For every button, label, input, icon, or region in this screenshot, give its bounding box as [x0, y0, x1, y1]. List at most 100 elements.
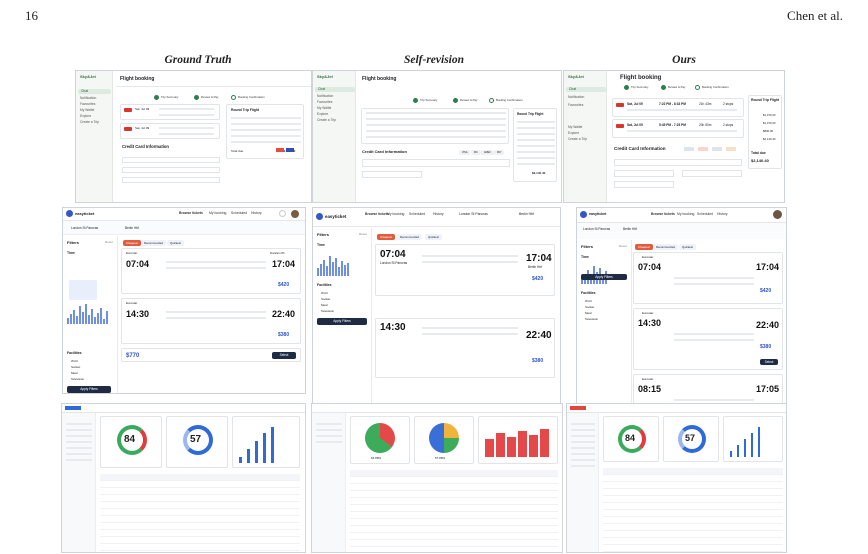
to-station[interactable]: Berlin Hbf — [125, 226, 139, 230]
select-button[interactable]: Select — [760, 359, 778, 365]
nav-scheduled[interactable]: Scheduled — [231, 211, 248, 215]
facility-wifi[interactable]: Wi-Fi — [585, 299, 592, 303]
sidebar-item-favourites[interactable]: Favourites — [80, 102, 96, 106]
nav-booking[interactable]: My booking — [677, 212, 695, 216]
card-brand-icon[interactable] — [698, 147, 708, 151]
nav-booking[interactable]: My booking — [209, 211, 227, 215]
nav-scheduled[interactable]: Scheduled — [697, 212, 714, 216]
card-cvv-field[interactable] — [614, 181, 674, 188]
facility-socket[interactable]: Socket — [321, 297, 331, 301]
card-expiry-field[interactable] — [682, 170, 742, 177]
sidebar-item-create-trip[interactable]: Create a Trip — [568, 137, 588, 141]
tab-quickest[interactable]: Quickest — [167, 240, 184, 246]
sidebar-item-wallet[interactable]: My Wallet — [317, 106, 332, 110]
step-label: Review & Pay — [201, 95, 219, 99]
card-brand-mc[interactable]: MC — [471, 150, 481, 155]
nav-history[interactable]: History — [433, 212, 444, 216]
card-name-field[interactable] — [362, 171, 422, 178]
flight-rows[interactable] — [361, 108, 509, 144]
avatar[interactable] — [291, 210, 299, 218]
sidebar-item-chat[interactable]: Chat — [315, 87, 355, 93]
card-number-field[interactable] — [614, 159, 742, 166]
facility-meal[interactable]: Meal — [71, 371, 78, 375]
facility-meal[interactable]: Meal — [585, 311, 592, 315]
sidebar-item-notification[interactable]: Notification — [80, 96, 97, 100]
card-expiry-field[interactable] — [122, 177, 220, 183]
tab-recommended[interactable]: Recommended — [653, 244, 678, 250]
reset-link[interactable]: Reset — [619, 244, 627, 248]
card-brand-visa[interactable]: VISA — [459, 150, 471, 155]
facility-wifi[interactable]: Wi-Fi — [71, 359, 78, 363]
card-name-field[interactable] — [122, 167, 220, 173]
to-station[interactable]: Berlin Hbf — [623, 227, 637, 231]
from-station[interactable]: London St Pancras — [583, 227, 611, 231]
nav-history[interactable]: History — [717, 212, 728, 216]
card-number-field[interactable] — [122, 157, 220, 163]
card-name-field[interactable] — [614, 170, 674, 177]
tab-quickest[interactable]: Quickest — [679, 244, 696, 250]
ticket-card[interactable]: Eurostar 14:30 22:40 $380 Select — [633, 308, 783, 370]
ticket-card[interactable]: 14:30 22:40 $380 — [375, 318, 555, 378]
card-brand-icon[interactable] — [712, 147, 722, 151]
bell-icon[interactable] — [279, 210, 286, 217]
reset-link[interactable]: Reset — [359, 232, 367, 236]
sidebar-item-notification[interactable]: Notification — [568, 95, 585, 99]
facility-meal[interactable]: Meal — [321, 303, 328, 307]
time-picker[interactable] — [69, 280, 97, 300]
flight-row[interactable]: Sat, Jul 09 7:22 PM - 8:33 PM 21h 43m 2 … — [612, 98, 744, 117]
flight-row[interactable]: Sat, Jul 09 — [120, 123, 220, 139]
tab-recommended[interactable]: Recommended — [397, 234, 422, 240]
nav-booking[interactable]: My booking — [387, 212, 405, 216]
card-brand-pay[interactable]: PAY — [494, 150, 505, 155]
sidebar-item-explore[interactable]: Explore — [317, 112, 329, 116]
from-station[interactable]: London St Pancras — [71, 226, 99, 230]
sidebar-item-favourites[interactable]: Favourites — [317, 100, 333, 104]
facility-socket[interactable]: Socket — [71, 365, 81, 369]
facility-wifi[interactable]: Wi-Fi — [321, 291, 328, 295]
arrive-time: 22:40 — [756, 320, 780, 330]
sidebar-item-chat[interactable]: Chat — [78, 89, 111, 95]
tab-recommended[interactable]: Recommended — [141, 240, 166, 246]
nav-browse[interactable]: Browse tickets — [651, 212, 675, 216]
apply-filters-button[interactable]: Apply Filters — [67, 386, 111, 393]
card-brand-icon[interactable] — [684, 147, 694, 151]
card-brand-icon[interactable] — [726, 147, 736, 151]
sidebar-item-chat[interactable]: Chat — [566, 87, 606, 93]
nav-browse[interactable]: Browse tickets — [365, 212, 389, 216]
apply-filters-button[interactable]: Apply Filters — [581, 274, 627, 280]
sidebar-item-wallet[interactable]: My Wallet — [80, 108, 95, 112]
facility-tv[interactable]: Television — [585, 317, 599, 321]
sidebar-item-explore[interactable]: Explore — [568, 131, 580, 135]
to-station[interactable]: Berlin Hbf — [519, 212, 534, 216]
ticket-card[interactable]: Eurostar Duration 8h 07:04 17:04 $420 — [121, 248, 301, 294]
tab-cheapest[interactable]: Cheapest — [635, 244, 653, 250]
bundle-row[interactable]: $770 Select — [121, 348, 301, 362]
card-row-field[interactable] — [362, 159, 510, 167]
nav-history[interactable]: History — [251, 211, 262, 215]
select-button[interactable]: Select — [272, 352, 296, 359]
facility-tv[interactable]: Television — [71, 377, 85, 381]
sidebar-item-wallet[interactable]: My Wallet — [568, 125, 583, 129]
avatar[interactable] — [773, 210, 782, 219]
nav-browse[interactable]: Browse tickets — [179, 211, 203, 215]
card-brand-amex[interactable]: AMEX — [481, 150, 494, 155]
ticket-card[interactable]: Eurostar 14:30 22:40 $380 — [121, 298, 301, 344]
tab-quickest[interactable]: Quickest — [425, 234, 442, 240]
flight-row[interactable]: Sat, Jul 09 — [120, 104, 220, 120]
reset-link[interactable]: Reset — [105, 240, 113, 244]
sidebar-item-notification[interactable]: Notification — [317, 94, 334, 98]
flight-row[interactable]: Sat, Jul 09 5:45 PM - 7:25 PM 20h 50m 2 … — [612, 119, 744, 138]
facility-socket[interactable]: Socket — [585, 305, 595, 309]
tab-cheapest[interactable]: Cheapest — [377, 234, 395, 240]
sidebar-item-explore[interactable]: Explore — [80, 114, 92, 118]
sidebar-item-favourites[interactable]: Favourites — [568, 103, 584, 107]
apply-filters-button[interactable]: Apply Filters — [317, 318, 367, 325]
ticket-card[interactable]: Eurostar 07:04 17:04 $420 — [633, 252, 783, 304]
facility-tv[interactable]: Television — [321, 309, 335, 313]
from-station[interactable]: London St Pancras — [459, 212, 488, 216]
tab-cheapest[interactable]: Cheapest — [123, 240, 141, 246]
nav-scheduled[interactable]: Scheduled — [409, 212, 426, 216]
sidebar-item-create-trip[interactable]: Create a Trip — [317, 118, 337, 122]
ticket-card[interactable]: 07:04 London St Pancras 17:04 Berlin Hbf… — [375, 244, 555, 296]
sidebar-item-create-trip[interactable]: Create a Trip — [80, 120, 100, 124]
